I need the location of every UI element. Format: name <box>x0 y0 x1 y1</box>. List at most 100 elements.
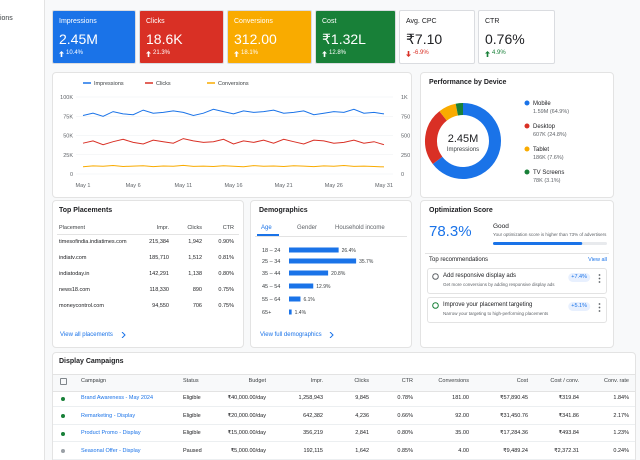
campaign-name[interactable]: Seasonal Offer - Display <box>81 447 141 454</box>
campaign-cell: ₹15,000.00/day <box>227 430 266 436</box>
column-header: Status <box>183 378 199 384</box>
header-link[interactable]: Download <box>562 0 589 3</box>
more-menu[interactable] <box>598 303 601 312</box>
x-tick-label: May 1 <box>76 183 91 189</box>
kpi-card[interactable]: Conversions 312.00 18.1% <box>227 10 312 64</box>
kpi-card[interactable]: Avg. CPC ₹7.10 -6.9% <box>399 10 475 64</box>
column-header: Impr. <box>310 378 323 384</box>
tab[interactable]: Household income <box>335 225 385 231</box>
tab-divider <box>255 236 407 237</box>
kpi-value: ₹7.10 <box>406 31 443 47</box>
column-header: Budget <box>248 378 266 384</box>
uplift-badge: +7.4% <box>568 273 590 282</box>
view-all-link[interactable]: View all placements <box>60 332 113 338</box>
campaign-cell: 642,382 <box>303 412 323 419</box>
campaign-name[interactable]: Brand Awareness - May 2024 <box>81 395 154 401</box>
kpi-card[interactable]: CTR 0.76% 4.9% <box>478 10 555 64</box>
placement-metric: 0.90% <box>218 239 234 245</box>
placement-metric: 1,942 <box>188 239 202 245</box>
row-divider <box>53 458 635 460</box>
header-link[interactable]: Feedback <box>601 0 627 3</box>
tick-label: 750 <box>401 114 410 120</box>
kpi-change: 4.9% <box>492 50 506 56</box>
bar-category: 18 – 24 <box>262 248 280 254</box>
menu-dot <box>598 281 601 283</box>
kpi-change: 18.1% <box>241 50 259 56</box>
chevron-icon <box>121 332 126 338</box>
x-tick-label: May 11 <box>175 183 193 189</box>
recommendation-title: Add responsive display ads <box>443 273 517 279</box>
menu-dot <box>598 310 601 312</box>
donut-segment <box>439 103 459 121</box>
recommendation-icon <box>432 302 439 309</box>
placement-metric: 0.75% <box>218 303 234 309</box>
placement-metric: 118,330 <box>149 287 169 293</box>
donut-segment <box>432 103 501 179</box>
tick-label: 100K <box>60 95 73 101</box>
column-header: Clicks <box>187 225 202 231</box>
arrow <box>234 51 239 57</box>
view-all-link[interactable]: View full demographics <box>260 332 322 338</box>
icon-ring <box>432 302 439 309</box>
placement-name: timesofindia.indiatimes.com <box>59 239 127 245</box>
recommendation[interactable]: Add responsive display ads Get more conve… <box>427 268 607 294</box>
card-title: Performance by Device <box>429 79 507 86</box>
tab-indicator <box>257 234 279 236</box>
kpi-label: Clicks <box>146 18 165 25</box>
bar-category: 45 – 54 <box>262 284 280 290</box>
bar <box>289 296 301 302</box>
trend-arrow <box>146 51 151 57</box>
bar <box>289 309 292 315</box>
campaign-name[interactable]: Product Promo - Display <box>81 430 141 436</box>
divider <box>425 253 609 254</box>
campaign-name[interactable]: Remarketing - Display <box>81 412 136 419</box>
tab[interactable]: Age <box>261 225 272 231</box>
column-header: Cost <box>516 378 528 384</box>
campaign-cell: 35.00 <box>455 430 469 436</box>
bar-category: 65+ <box>262 310 271 316</box>
select-all-checkbox[interactable] <box>60 378 67 385</box>
placement-name: moneycontrol.com <box>59 303 104 309</box>
campaigns-card: Display Campaigns Campaign Status Budget Imp… <box>52 352 636 460</box>
campaign-cell: 4,236 <box>355 412 369 419</box>
card-title: Display Campaigns <box>59 358 124 365</box>
progress-bar <box>493 242 583 245</box>
kpi-value: 18.6K <box>146 31 183 47</box>
sidebar-item[interactable]: tions <box>0 15 13 22</box>
legend-value: 1.59M (64.9%) <box>533 109 569 115</box>
x-tick-label: May 16 <box>224 183 242 189</box>
legend-dot <box>524 169 530 175</box>
campaign-cell: 0.78% <box>397 395 413 401</box>
campaign-cell: ₹9,489.24 <box>503 447 528 454</box>
recommendation-description: Get more conversions by adding responsiv… <box>443 282 555 287</box>
table-header-bg <box>53 374 635 392</box>
bar <box>289 247 339 253</box>
column-header: CTR <box>222 225 234 231</box>
campaign-cell: ₹31,450.76 <box>500 412 528 419</box>
tab[interactable]: Gender <box>297 225 318 231</box>
campaign-cell: 0.85% <box>397 447 413 454</box>
row-divider <box>53 406 635 407</box>
placements-card: Top Placements Placement Impr. Clicks CTR tim… <box>52 200 244 348</box>
menu-dot <box>598 306 601 309</box>
kpi-card[interactable]: Cost ₹1.32L 12.8% <box>315 10 396 64</box>
legend-label: Mobile <box>533 101 551 107</box>
kpi-card[interactable]: Impressions 2.45M 10.4% <box>52 10 136 64</box>
column-header: Placement <box>59 225 85 231</box>
campaign-cell: ₹341.86 <box>558 412 579 419</box>
view-all-link[interactable]: View all <box>588 257 607 263</box>
column-header: Conv. rate <box>604 378 629 384</box>
card-title: Optimization Score <box>429 207 493 214</box>
arrow <box>485 51 490 57</box>
legend-label: Impressions <box>94 81 124 87</box>
placement-metric: 94,550 <box>152 303 169 309</box>
more-menu[interactable] <box>598 274 601 283</box>
recommendation[interactable]: Improve your placement targeting Narrow y… <box>427 297 607 323</box>
arrow <box>146 51 151 57</box>
kpi-label: Impressions <box>59 18 97 25</box>
score-description: Your optimization score is higher than 7… <box>493 232 607 237</box>
bar-chart: 18 – 24 26.4% 25 – 34 35.7% 35 – 44 20.8% 45 –… <box>262 247 374 316</box>
kpi-card[interactable]: Clicks 18.6K 21.3% <box>139 10 224 64</box>
legend-dot <box>524 123 530 129</box>
